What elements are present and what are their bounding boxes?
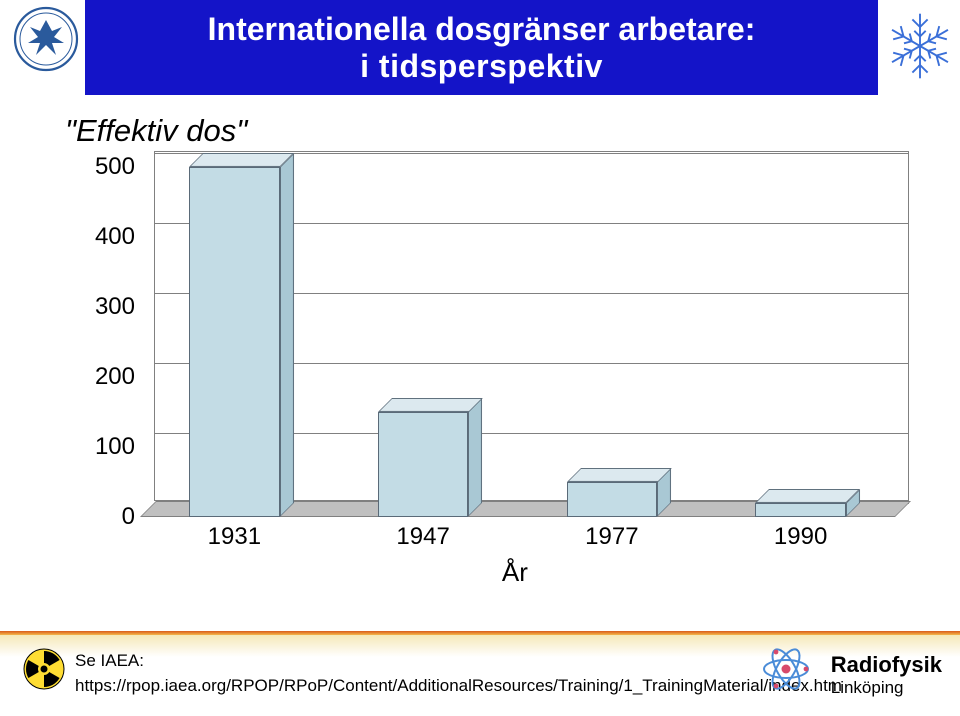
footer-city: Linköping [831,678,942,698]
footer-ref-url: https://rpop.iaea.org/RPOP/RPoP/Content/… [75,676,842,696]
y-tick-label: 0 [85,503,135,531]
x-tick-label: 1990 [774,523,827,551]
x-axis-label: År [502,557,528,588]
bar-chart: 0 100 200 300 400 500 1931 1947 1977 1990 År [65,155,910,585]
bar-top [189,153,294,167]
bar [567,482,658,517]
y-tick-label: 100 [85,433,135,461]
x-tick-label: 1977 [585,523,638,551]
footer-ref-label: Se IAEA: [75,651,144,671]
y-tick-label: 500 [85,153,135,181]
bar-top [567,468,672,482]
bar-front [378,412,469,517]
footer-right-text: Radiofysik Linköping [831,652,942,698]
title-line1: Internationella dosgränser arbetare: [208,11,756,48]
bar [378,412,469,517]
x-tick-label: 1947 [396,523,449,551]
bar-front [189,167,280,517]
footer-rule-fade [0,635,960,657]
title-bar: Internationella dosgränser arbetare: i t… [85,0,878,95]
chart-series-title: "Effektiv dos" [65,113,247,149]
plot-area [140,167,895,517]
y-tick-label: 300 [85,293,135,321]
bar-top [755,489,860,503]
bar-top [378,398,483,412]
radiation-trefoil-icon [22,647,66,696]
x-tick-label: 1931 [208,523,261,551]
atom-icon [760,643,812,700]
bar-side [468,398,482,517]
bar-side [280,153,294,517]
footer: Se IAEA: https://rpop.iaea.org/RPOP/RPoP… [0,631,960,716]
bar [189,167,280,517]
y-tick-label: 200 [85,363,135,391]
bar-front [567,482,658,517]
bar [755,503,846,517]
bar-front [755,503,846,517]
y-tick-label: 400 [85,223,135,251]
title-line2: i tidsperspektiv [360,48,603,85]
footer-dept: Radiofysik [831,652,942,678]
header: Internationella dosgränser arbetare: i t… [0,0,960,95]
slide: Internationella dosgränser arbetare: i t… [0,0,960,716]
snowflake-icon [880,4,960,87]
university-seal-logo [12,5,80,90]
x-axis: 1931194719771990 År [140,517,910,577]
